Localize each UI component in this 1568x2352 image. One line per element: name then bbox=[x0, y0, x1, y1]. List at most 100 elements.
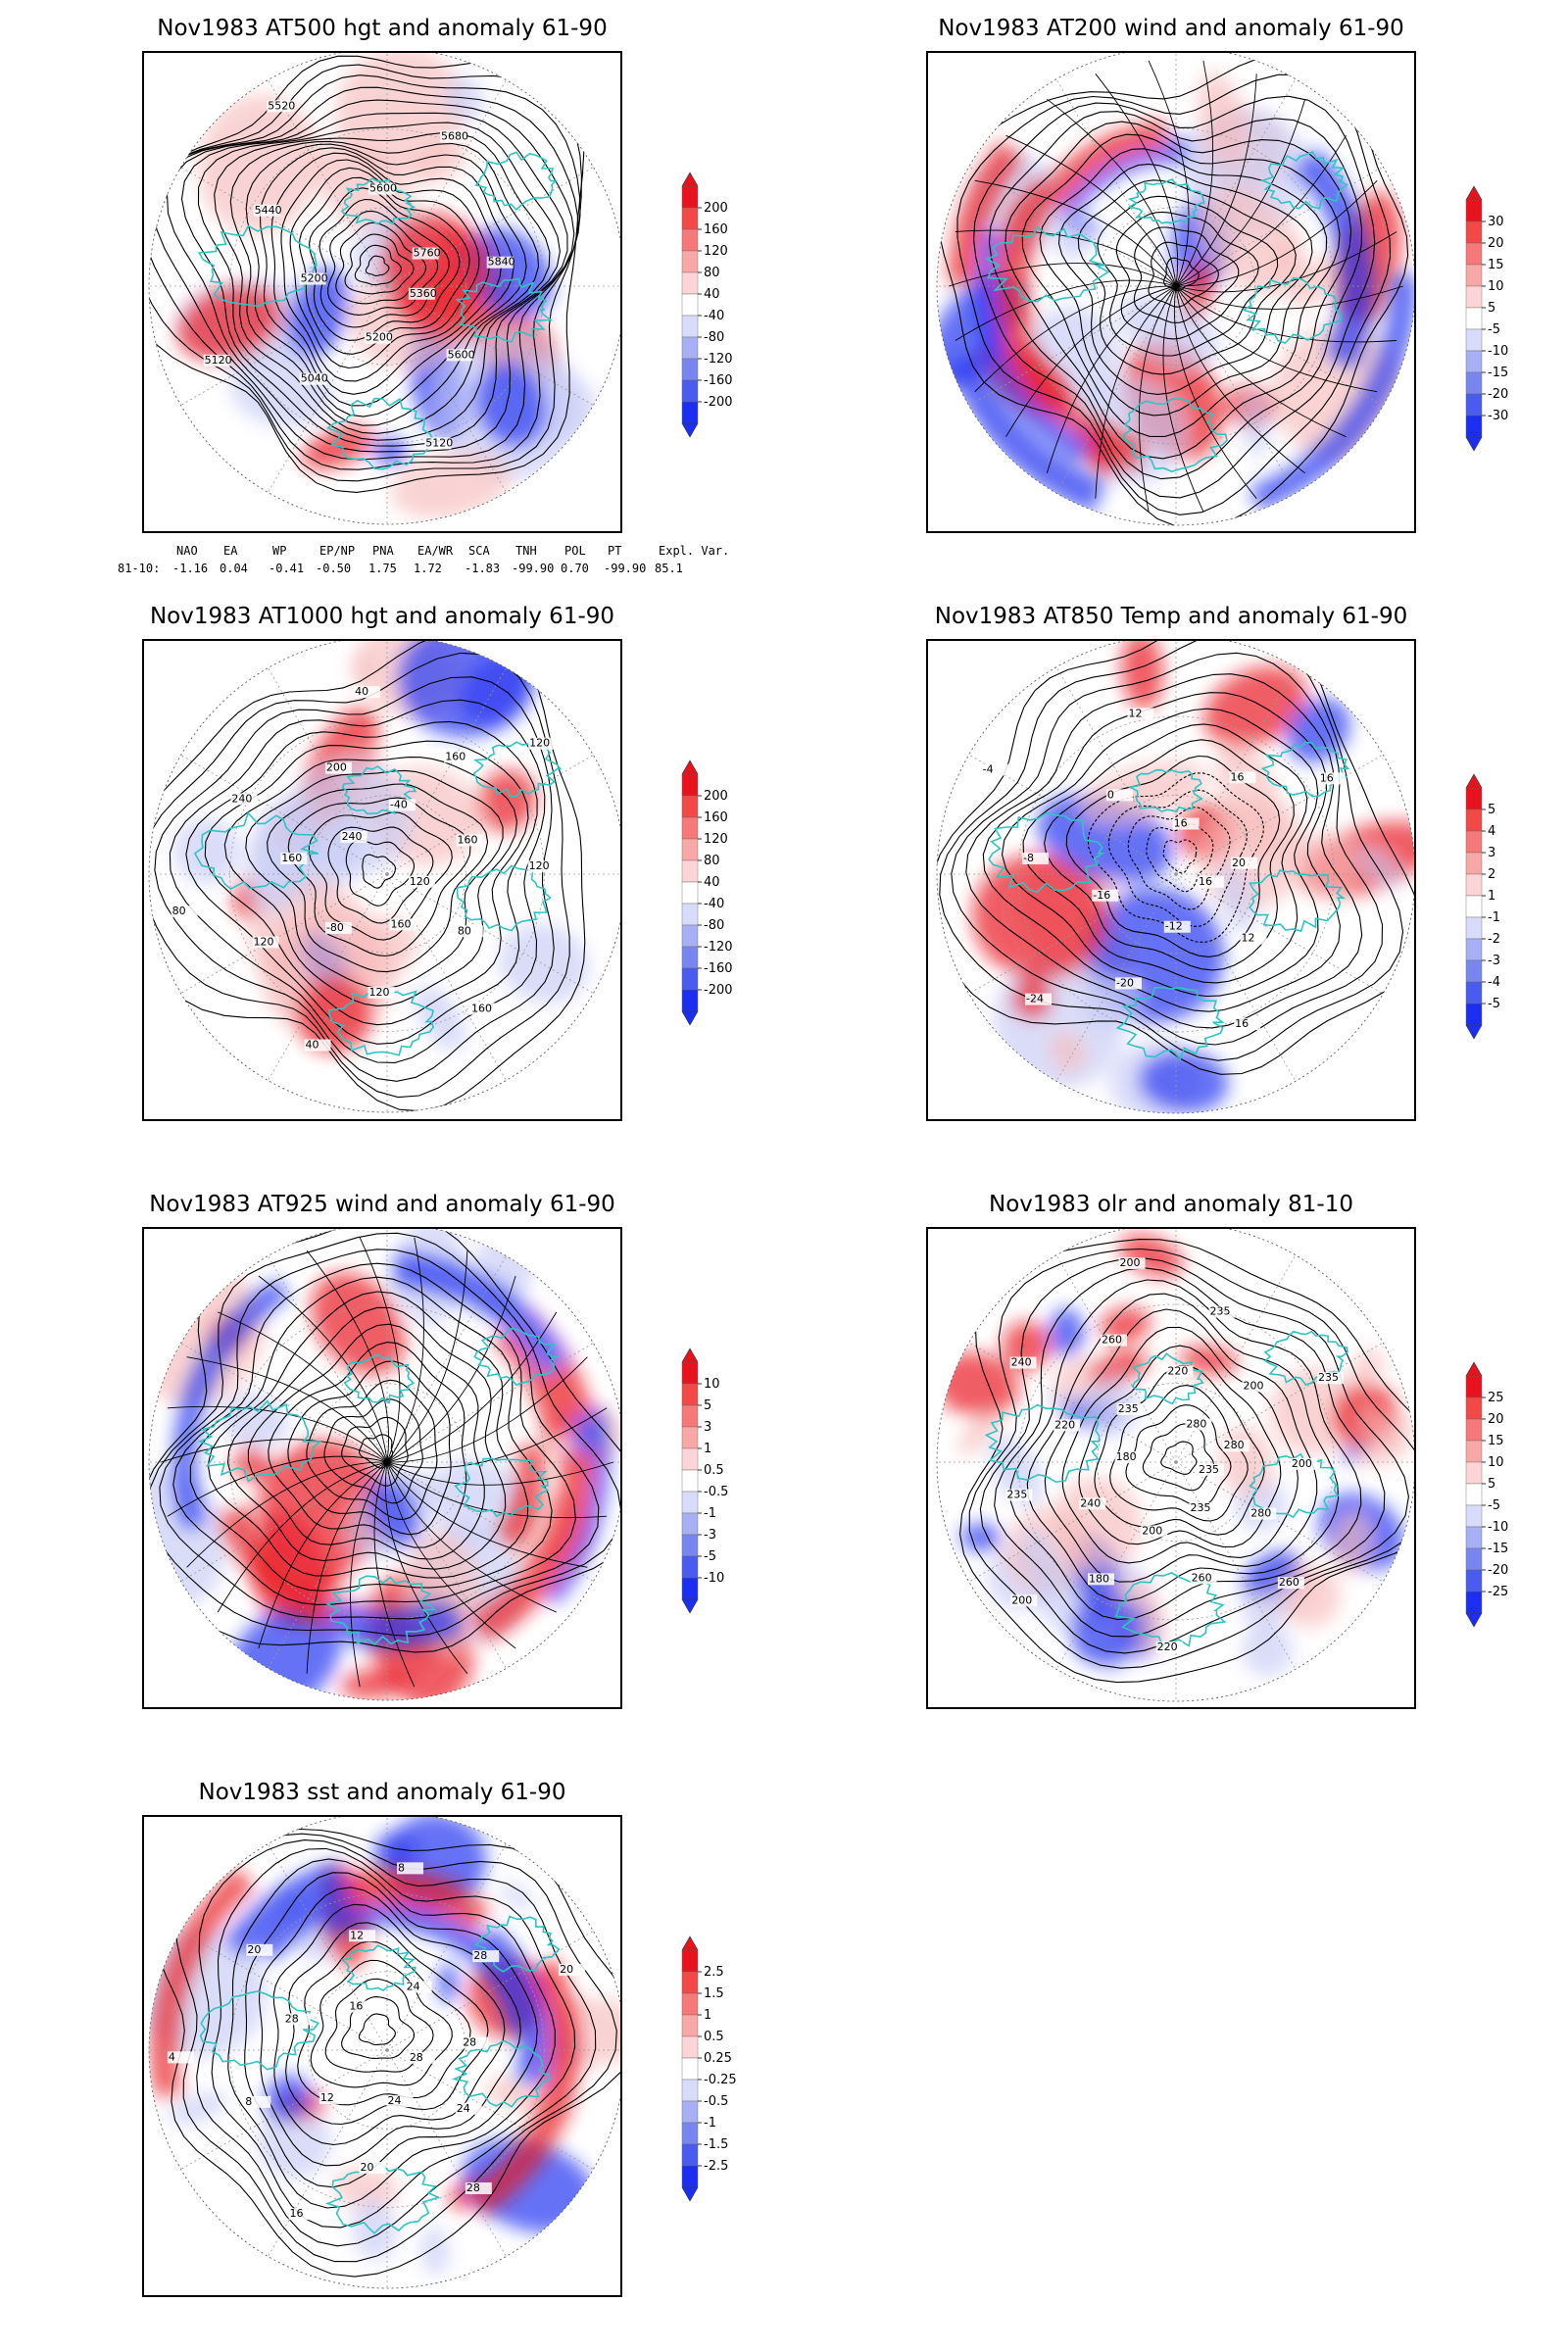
colorbar-swatch bbox=[1465, 852, 1483, 875]
map-boundary bbox=[148, 641, 620, 1113]
anomaly-band-arc bbox=[347, 1874, 491, 1933]
contour-labels: 5360 5600 5120 5200 5040 5120 5200 5440 5520 5600… bbox=[203, 99, 515, 450]
contour-label-bg bbox=[299, 372, 326, 385]
streamline bbox=[306, 1461, 388, 1674]
contour-line bbox=[172, 1262, 576, 1605]
index-name: SCA bbox=[468, 544, 490, 558]
meridian-line bbox=[386, 1461, 507, 1669]
contour-label: -80 bbox=[326, 921, 344, 934]
contour-label: 200 bbox=[326, 761, 347, 774]
polar-stereographic-map bbox=[936, 53, 1414, 526]
colorbar-label: 160 bbox=[704, 222, 728, 237]
contour-label: 28 bbox=[463, 2036, 476, 2049]
contour-line bbox=[965, 673, 1363, 1029]
colorbar-swatch bbox=[1465, 1396, 1483, 1420]
colorbar-label: 15 bbox=[1488, 1434, 1504, 1448]
contour-label: 24 bbox=[457, 2102, 470, 2115]
contour-label: 24 bbox=[407, 1980, 420, 1992]
contour-line bbox=[1125, 1404, 1232, 1507]
colorbar-label: 10 bbox=[1488, 1455, 1504, 1470]
colorbar-swatch bbox=[681, 773, 699, 797]
contour-label: 28 bbox=[410, 2051, 423, 2064]
contour-label: 220 bbox=[1054, 1418, 1075, 1431]
coastlines bbox=[197, 151, 559, 470]
anomaly-patch bbox=[1242, 391, 1271, 458]
meridian-line bbox=[386, 1843, 507, 2051]
contour-label-bg bbox=[397, 1862, 424, 1875]
colorbar-swatch bbox=[681, 989, 699, 1012]
streamline bbox=[1095, 74, 1179, 287]
contour-line bbox=[272, 1903, 506, 2146]
contour-lines bbox=[151, 1828, 620, 2278]
meridian-line bbox=[386, 755, 594, 875]
colorbar-swatch bbox=[681, 401, 699, 424]
colorbar-swatch bbox=[681, 1971, 699, 1994]
contour-line bbox=[994, 1267, 1386, 1638]
streamline bbox=[955, 229, 1177, 287]
colorbar-label: 120 bbox=[704, 244, 728, 259]
streamline bbox=[1005, 134, 1177, 287]
anomaly-patch bbox=[1200, 186, 1303, 297]
colorbar-label: 3 bbox=[704, 1420, 711, 1435]
contour-label-bg bbox=[408, 287, 435, 300]
contour-label-bg bbox=[1087, 1573, 1114, 1586]
contour-label-bg bbox=[1229, 771, 1256, 784]
index-value: 1.75 bbox=[368, 562, 397, 575]
anomaly-patch bbox=[286, 760, 413, 877]
contour-label-bg bbox=[299, 272, 326, 285]
meridian-line bbox=[268, 79, 388, 287]
contour-label-bg bbox=[981, 763, 1008, 776]
colorbar-label: 1.5 bbox=[704, 1986, 724, 2001]
contour-label-bg bbox=[1079, 1497, 1106, 1510]
contour-label: 235 bbox=[1006, 1489, 1027, 1501]
contour-label: 120 bbox=[410, 875, 430, 888]
colorbar-swatch bbox=[1465, 415, 1483, 438]
contour-label-bg bbox=[1172, 817, 1200, 830]
contour-label-bg bbox=[340, 830, 368, 843]
colorbar-label: 10 bbox=[704, 1377, 720, 1392]
contour-label-bg bbox=[462, 2036, 489, 2049]
contour-label: 20 bbox=[560, 1963, 573, 1976]
contour-line bbox=[259, 147, 514, 407]
contour-label: 235 bbox=[1199, 1463, 1219, 1476]
contour-label-bg bbox=[455, 2102, 482, 2115]
contour-label-bg bbox=[1242, 1380, 1269, 1393]
colorbar-swatch bbox=[681, 358, 699, 381]
contour-line bbox=[354, 244, 402, 286]
colorbar-swatch bbox=[1465, 285, 1483, 309]
colorbar-swatch bbox=[681, 2057, 699, 2081]
contour-line bbox=[154, 676, 555, 1082]
contour-label-bg bbox=[1290, 1457, 1317, 1470]
contour-label: 16 bbox=[1235, 1017, 1249, 1030]
contour-label: 200 bbox=[1292, 1457, 1312, 1470]
map-boundary bbox=[148, 53, 620, 525]
colorbar-swatch bbox=[1465, 307, 1483, 330]
colorbar-swatch bbox=[681, 859, 699, 883]
contour-line bbox=[1127, 807, 1231, 910]
colorbar-swatch bbox=[1465, 1547, 1483, 1571]
colorbar-top-arrow bbox=[1465, 773, 1483, 789]
colorbar-swatch bbox=[681, 2079, 699, 2102]
colorbar-swatch bbox=[681, 1491, 699, 1514]
meridian-line bbox=[180, 285, 388, 406]
contour-line bbox=[223, 757, 518, 1006]
anomaly-band-arc bbox=[172, 1278, 289, 1530]
colorbar-top-arrow bbox=[1465, 1361, 1483, 1377]
contour-line bbox=[247, 1323, 485, 1560]
anomaly-band-arc bbox=[994, 196, 1061, 408]
panel-title: Nov1983 sst and anomaly 61-90 bbox=[198, 1780, 566, 1805]
coastline bbox=[473, 1327, 560, 1387]
contour-label-bg bbox=[1317, 1372, 1345, 1385]
contour-line bbox=[1077, 179, 1297, 375]
colorbar-swatch bbox=[681, 207, 699, 230]
streamline bbox=[386, 1461, 614, 1486]
colorbar-label: 120 bbox=[704, 832, 728, 847]
colorbar-label: 4 bbox=[1488, 824, 1495, 839]
streamline bbox=[1138, 285, 1177, 513]
contour-label-bg bbox=[389, 918, 416, 931]
anomaly-patch bbox=[959, 1523, 1003, 1552]
contour-label: 16 bbox=[1174, 817, 1188, 830]
streamline bbox=[1175, 60, 1214, 287]
contour-line bbox=[1094, 1364, 1265, 1536]
coastline bbox=[455, 277, 554, 343]
